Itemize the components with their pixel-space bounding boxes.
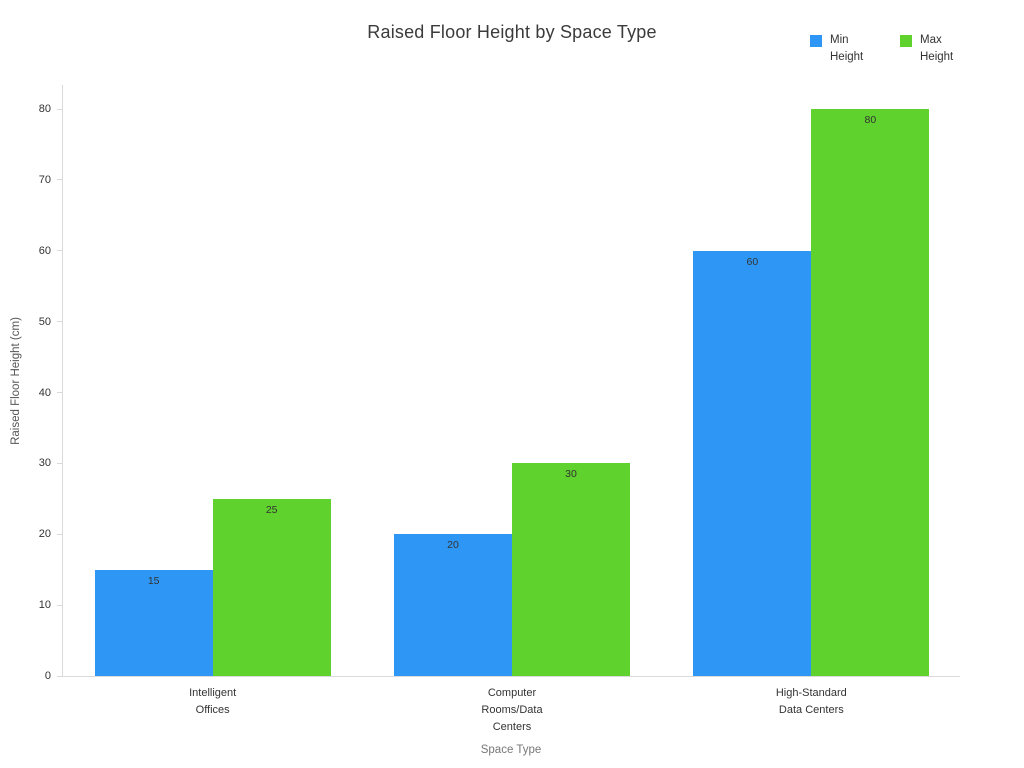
y-tick-mark <box>57 604 63 606</box>
bar-value-label: 80 <box>864 114 877 126</box>
legend: Min Height Max Height <box>810 32 964 65</box>
y-tick-label: 40 <box>38 386 51 399</box>
legend-item-max-height[interactable]: Max Height <box>900 32 964 65</box>
bar-max-height: 25 <box>212 498 331 676</box>
bar-max-height: 30 <box>512 463 630 676</box>
chart-title: Raised Floor Height by Space Type <box>367 22 657 42</box>
x-tick-label: Computer Rooms/Data Centers <box>481 687 543 734</box>
bar-min-height: 20 <box>394 534 512 676</box>
y-tick-mark <box>57 250 63 252</box>
y-tick-mark <box>57 321 63 323</box>
y-tick-mark <box>57 108 63 110</box>
y-tick-label: 0 <box>44 670 51 682</box>
bar-value-label: 30 <box>565 468 577 481</box>
y-tick-label: 70 <box>38 173 51 186</box>
bar-min-height: 60 <box>693 250 812 676</box>
y-tick-label: 20 <box>38 528 51 541</box>
x-axis-title: Space Type <box>480 744 542 756</box>
bar-value-label: 25 <box>265 503 278 516</box>
bar-value-label: 15 <box>147 574 160 587</box>
bar-min-height: 15 <box>94 569 213 676</box>
y-axis-title: Raised Floor Height (cm) <box>10 317 22 445</box>
y-tick-mark <box>57 392 63 393</box>
y-tick-label: 50 <box>38 315 51 328</box>
y-tick-label: 30 <box>38 457 51 470</box>
y-tick-label: 80 <box>38 103 51 115</box>
bar-max-height: 80 <box>811 109 930 676</box>
y-tick-mark <box>57 675 63 677</box>
y-tick-mark <box>57 462 63 464</box>
y-tick-label: 10 <box>38 599 51 612</box>
bar-value-label: 60 <box>746 255 759 268</box>
legend-item-min-height[interactable]: Min Height <box>810 32 874 65</box>
y-tick-label: 60 <box>38 244 51 257</box>
legend-swatch-icon <box>810 35 822 47</box>
y-tick-mark <box>57 533 63 535</box>
plot-area: 0 10 20 30 40 50 60 70 80 15 25 Intelligent Offices… <box>39 85 960 733</box>
y-tick-mark <box>57 179 63 181</box>
bar-value-label: 20 <box>447 539 459 552</box>
legend-swatch-icon <box>900 35 912 47</box>
x-tick-label: Intelligent Offices <box>189 687 237 717</box>
legend-label: Min Height <box>830 34 864 63</box>
x-tick-label: High-Standard Data Centers <box>775 687 847 717</box>
legend-label: Max Height <box>920 34 954 63</box>
